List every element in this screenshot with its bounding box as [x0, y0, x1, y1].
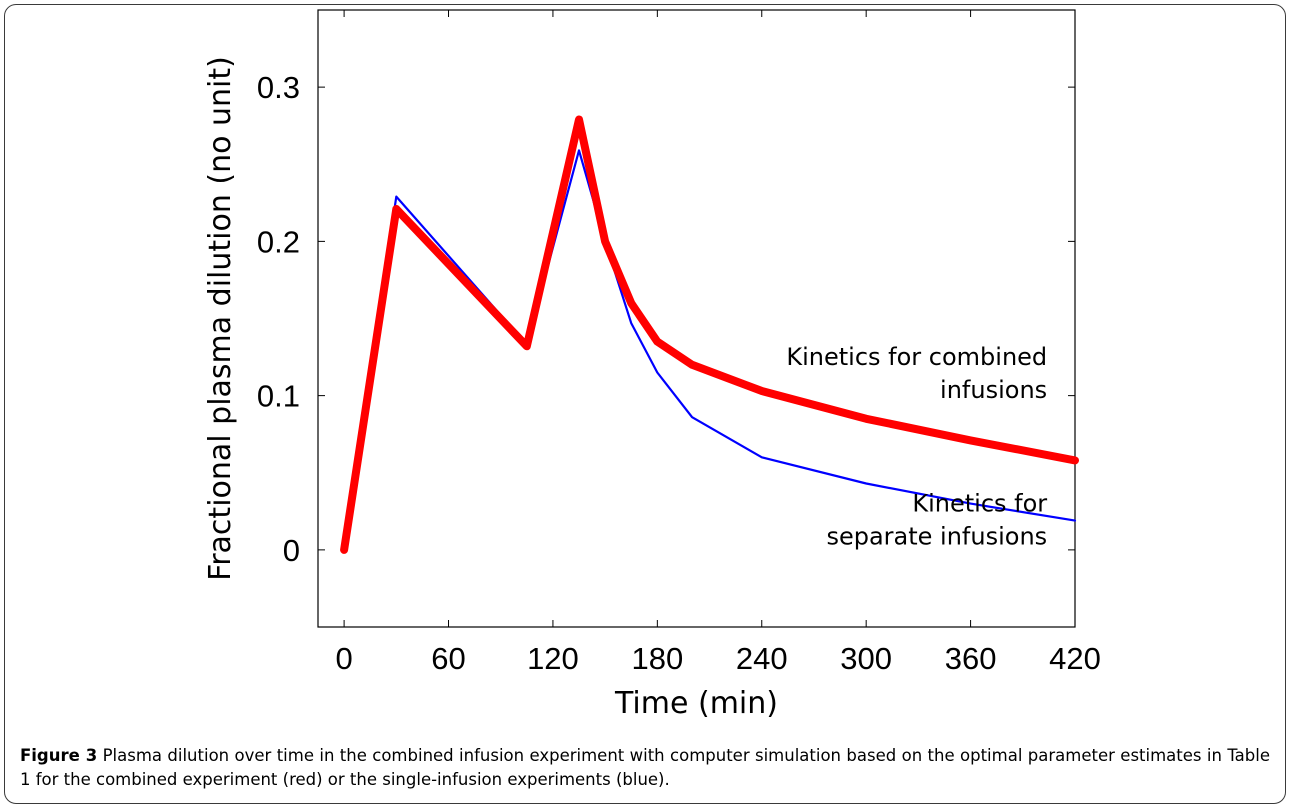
- annotation-text: Kinetics for combined: [786, 343, 1047, 371]
- figure-caption: Figure 3 Plasma dilution over time in th…: [20, 744, 1270, 792]
- annotation-text: Kinetics for: [912, 489, 1047, 517]
- caption-text: Plasma dilution over time in the combine…: [20, 746, 1270, 789]
- x-tick-label: 420: [1049, 641, 1101, 676]
- x-axis-label: Time (min): [614, 686, 778, 721]
- x-tick-label: 360: [945, 641, 997, 676]
- y-tick-label: 0.1: [257, 379, 300, 414]
- y-tick-label: 0: [283, 533, 300, 568]
- plot-area-box: [317, 9, 1076, 628]
- x-tick-label: 240: [736, 641, 788, 676]
- line-chart: 0 60 120 180 240 300 360 420 0 0.1 0.2 0.3 Time (min…: [203, 9, 1101, 721]
- x-tick-label: 0: [335, 641, 352, 676]
- caption-label: Figure 3: [20, 746, 98, 765]
- y-tick-label: 0.2: [257, 224, 300, 259]
- x-tick-label: 180: [631, 641, 683, 676]
- x-tick-label: 60: [431, 641, 465, 676]
- annotation-text: infusions: [940, 376, 1047, 404]
- figure-frame: [4, 4, 1286, 804]
- caption-end: .: [664, 770, 670, 789]
- x-tick-label: 300: [840, 641, 892, 676]
- y-axis-label: Fractional plasma dilution (no unit): [203, 56, 238, 581]
- y-tick-label: 0.3: [257, 70, 300, 105]
- series-line-red: [340, 115, 1079, 554]
- x-tick-label: 120: [527, 641, 579, 676]
- annotation-text: separate infusions: [826, 522, 1047, 550]
